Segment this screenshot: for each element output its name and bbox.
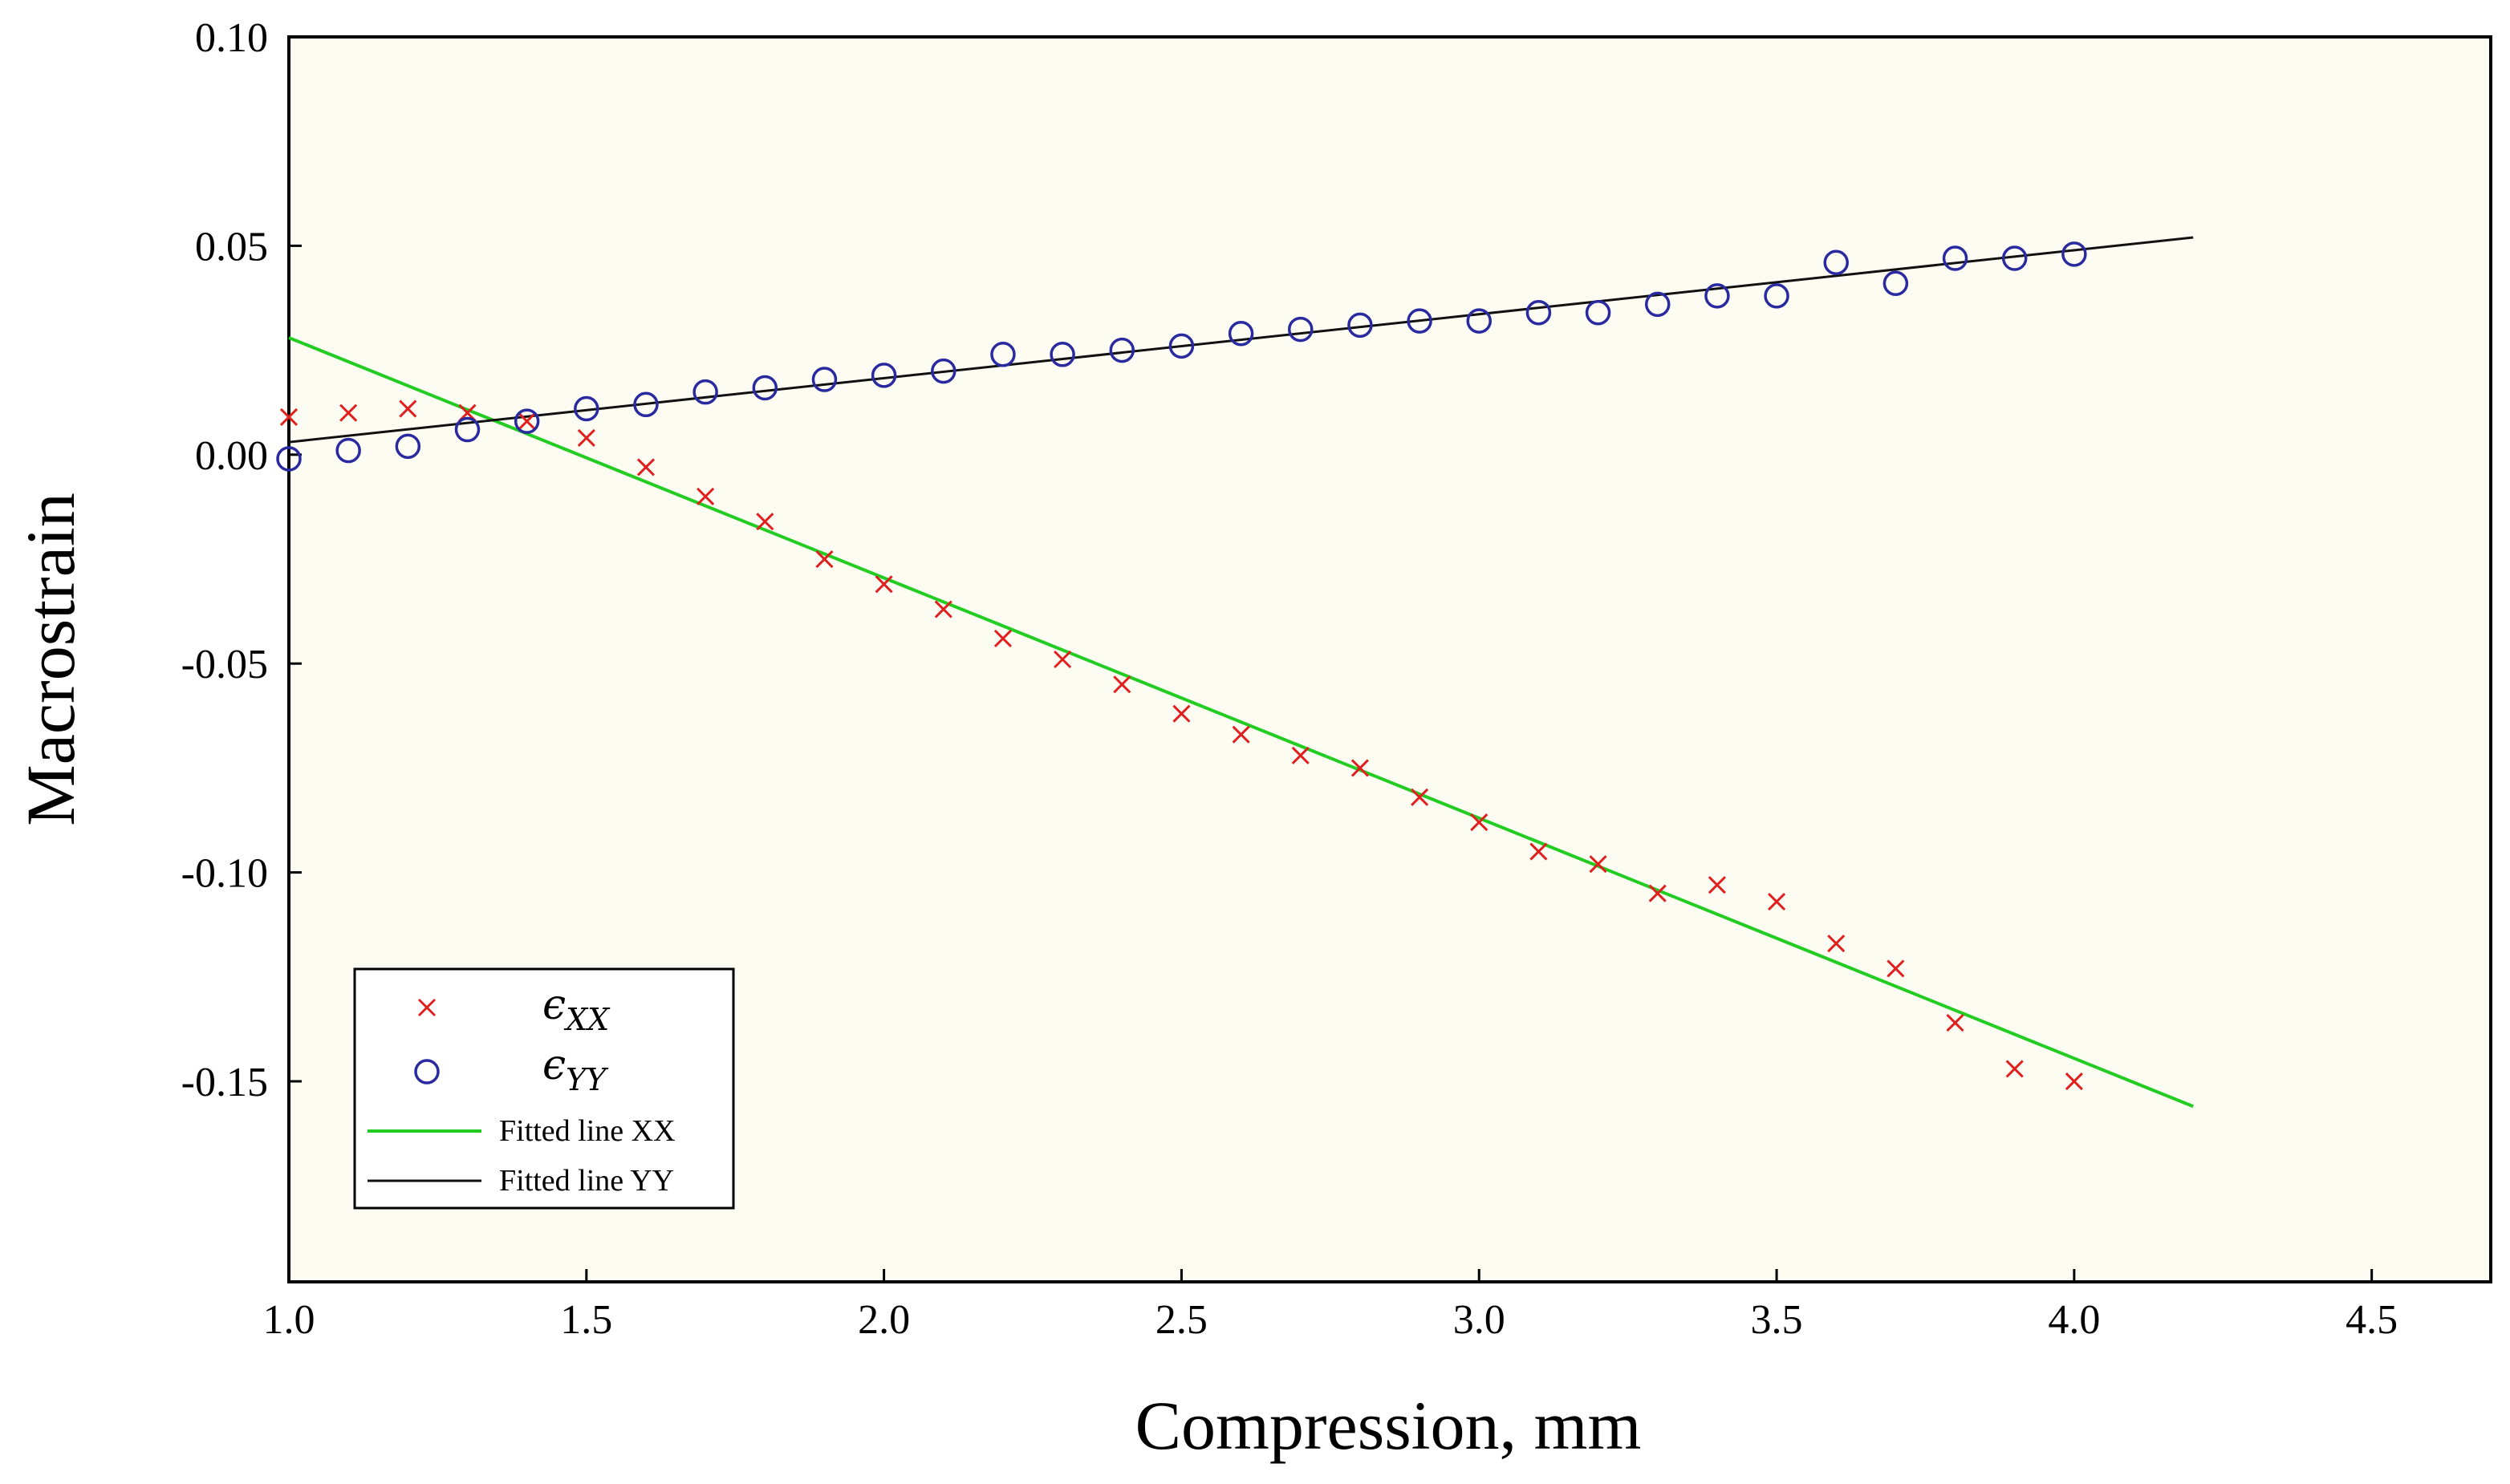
point-yy: [1109, 337, 1135, 363]
point-xx: [2065, 1072, 2083, 1091]
point-yy: [1704, 283, 1730, 309]
point-xx: [399, 399, 417, 418]
point-yy: [692, 379, 718, 405]
point-yy: [1050, 342, 1075, 367]
point-yy: [574, 395, 599, 422]
x-tick-label: 4.5: [2346, 1297, 2398, 1343]
legend-yy-subscript: YY: [566, 1062, 609, 1097]
point-yy: [1823, 249, 1849, 275]
y-tick-label: 0.05: [195, 224, 268, 270]
point-xx: [756, 513, 774, 531]
x-tick-label: 1.5: [560, 1297, 612, 1343]
point-yy: [1407, 308, 1432, 334]
y-tick-label: 0.10: [195, 15, 268, 61]
point-xx: [1291, 746, 1310, 764]
point-yy: [1288, 316, 1314, 343]
legend-box: [353, 967, 735, 1210]
point-xx: [1589, 855, 1607, 874]
point-xx: [1529, 842, 1548, 861]
point-xx: [1470, 813, 1489, 832]
point-yy: [1942, 245, 1968, 271]
point-xx: [2005, 1060, 2024, 1078]
legend-xx-symbol: ϵ: [542, 981, 566, 1029]
legend-fit-xx-label: Fitted line XX: [499, 1114, 676, 1148]
x-tick-label: 3.0: [1453, 1297, 1505, 1343]
fitted-lines: [288, 236, 2194, 1109]
y-axis-title: Macrostrain: [12, 493, 89, 826]
point-xx: [1648, 884, 1667, 902]
legend-yy-glyph: [414, 1059, 440, 1085]
data-markers: [276, 241, 2087, 1091]
legend-yy-symbol: ϵ: [542, 1041, 566, 1089]
point-yy: [395, 433, 421, 460]
y-axis-ticks: 0.10 0.05 0.00 -0.05 -0.10 -0.15: [181, 15, 302, 1105]
point-yy: [1644, 291, 1671, 318]
point-xx: [993, 629, 1013, 648]
point-xx: [1827, 935, 1846, 953]
point-yy: [2061, 241, 2087, 267]
fit-line-xx: [288, 336, 2194, 1109]
point-yy: [1764, 283, 1789, 309]
fit-line-yy: [288, 236, 2194, 444]
point-xx: [697, 487, 715, 505]
point-xx: [518, 412, 536, 431]
x-tick-label: 2.5: [1155, 1297, 1208, 1343]
legend-xx-subscript: XX: [563, 1002, 611, 1037]
point-yy: [335, 437, 361, 464]
point-xx: [1946, 1014, 1964, 1032]
legend-xx-glyph: [417, 998, 437, 1017]
legend-yy-label: ϵYY: [542, 1041, 609, 1097]
point-yy: [454, 416, 481, 443]
point-xx: [339, 403, 358, 422]
point-yy: [752, 375, 778, 401]
point-xx: [1350, 759, 1369, 777]
point-xx: [636, 458, 656, 476]
y-tick-label: -0.05: [181, 642, 268, 687]
point-xx: [1767, 893, 1786, 911]
point-xx: [1232, 725, 1250, 744]
point-yy: [1585, 299, 1611, 326]
point-yy: [1228, 321, 1254, 347]
point-yy: [633, 391, 659, 418]
point-xx: [1113, 675, 1131, 694]
x-tick-label: 2.0: [858, 1297, 910, 1343]
y-tick-label: -0.10: [181, 851, 268, 897]
point-yy: [514, 408, 540, 434]
point-xx: [577, 428, 595, 448]
point-yy: [1525, 299, 1552, 326]
point-yy: [276, 446, 302, 472]
legend-fit-yy-label: Fitted line YY: [499, 1164, 674, 1198]
point-yy: [931, 358, 956, 384]
point-xx: [1887, 959, 1905, 978]
point-yy: [1882, 270, 1909, 297]
point-yy: [1466, 308, 1492, 334]
point-yy: [871, 363, 897, 388]
legend: ϵXX ϵYY Fitted line XX Fitted line YY: [353, 967, 735, 1210]
y-tick-label: -0.15: [181, 1060, 268, 1105]
legend-yy-marker: [414, 1059, 440, 1085]
x-tick-label: 1.0: [263, 1297, 315, 1343]
x-tick-label: 3.5: [1751, 1297, 1803, 1343]
point-yy: [1347, 312, 1373, 339]
legend-xx-marker: [417, 998, 437, 1017]
y-tick-label: 0.00: [195, 433, 268, 479]
x-axis-ticks: 1.0 1.5 2.0 2.5 3.0 3.5 4.0 4.5: [263, 1269, 2398, 1343]
point-xx: [279, 407, 299, 426]
x-tick-label: 4.0: [2048, 1297, 2100, 1343]
point-xx: [875, 575, 893, 594]
x-axis-title: Compression, mm: [1135, 1387, 1642, 1464]
point-yy: [811, 367, 838, 392]
point-yy: [2001, 245, 2028, 271]
point-xx: [1411, 788, 1429, 806]
point-xx: [815, 549, 834, 569]
point-xx: [1708, 876, 1726, 894]
point-yy: [1168, 333, 1195, 359]
point-xx: [934, 600, 952, 618]
point-yy: [990, 342, 1016, 367]
point-xx: [1054, 650, 1072, 669]
legend-xx-label: ϵXX: [542, 981, 611, 1037]
point-xx: [1172, 704, 1191, 723]
